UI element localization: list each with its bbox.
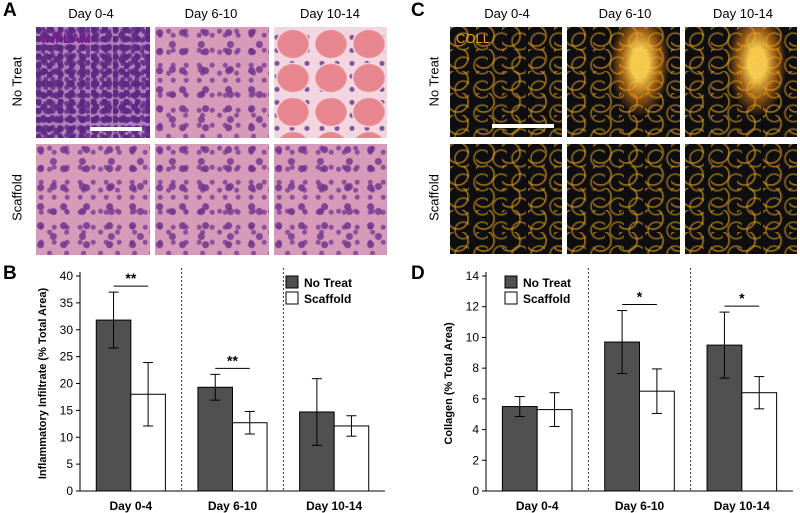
legend-label-no-treat: No Treat: [304, 276, 352, 290]
y-tick-label: 5: [66, 457, 73, 471]
y-axis-label: Inflammatory Infiltrate (% Total Area): [37, 288, 49, 480]
panel-a-column-day-0-4: Day 0-4: [68, 6, 114, 21]
y-tick-label: 14: [466, 269, 480, 283]
micrograph-inflam-no-treat-day-6-10: [155, 27, 269, 138]
y-tick-label: 25: [60, 350, 74, 364]
y-tick-label: 8: [472, 361, 479, 375]
panel-c-column-day-10-14: Day 10-14: [713, 6, 773, 21]
x-tick-label: Day 10-14: [714, 499, 770, 513]
y-tick-label: 12: [466, 300, 480, 314]
bar-no-treat: [197, 386, 233, 492]
micrograph-inflam-scaffold-day-0-4: [36, 144, 150, 255]
micrograph-coll-scaffold-day-6-10: [567, 144, 680, 254]
x-tick-label: Day 6-10: [615, 499, 665, 513]
scale-bar: [90, 127, 142, 131]
stain-label-inflam: INFLAM: [42, 31, 92, 46]
y-tick-label: 40: [60, 269, 74, 283]
y-tick-label: 20: [60, 377, 74, 391]
y-tick-label: 6: [472, 392, 479, 406]
micrograph-inflam-no-treat-day-10-14: [274, 27, 387, 138]
micrograph-inflam-scaffold-day-10-14: [274, 144, 387, 255]
panel-c-row-scaffold: Scaffold: [426, 174, 442, 221]
micrograph-coll-no-treat-day-10-14: [685, 27, 797, 137]
panel-a-column-day-6-10: Day 6-10: [184, 6, 238, 21]
y-tick-label: 15: [60, 403, 74, 417]
chart-inflammatory-infiltrate: Inflammatory Infiltrate (% Total Area) 0 5…: [37, 268, 385, 513]
significance-marker: *: [739, 290, 745, 306]
legend-swatch-no-treat: [285, 275, 299, 289]
micrograph-coll-no-treat-day-0-4: COLL: [450, 27, 562, 137]
significance-marker: **: [227, 352, 238, 368]
panel-letter-c: C: [411, 0, 425, 21]
x-tick-label: Day 0-4: [516, 499, 559, 513]
legend-label-no-treat: No Treat: [523, 276, 571, 290]
significance-marker: **: [125, 270, 136, 286]
y-tick-label: 10: [60, 430, 74, 444]
panel-c-column-day-0-4: Day 0-4: [484, 6, 530, 21]
panel-c-column-day-6-10: Day 6-10: [598, 6, 652, 21]
stain-label-coll: COLL: [456, 31, 490, 46]
micrograph-coll-scaffold-day-0-4: [450, 144, 562, 254]
panel-letter-a: A: [3, 0, 17, 21]
chart-collagen: Collagen (% Total Area) 0 2 4 6 8 10 12 14 Day 0-…: [443, 268, 793, 513]
x-tick-label: Day 10-14: [306, 499, 362, 513]
scale-bar: [492, 124, 554, 128]
x-tick-label: Day 6-10: [208, 499, 258, 513]
y-tick-label: 35: [60, 296, 74, 310]
y-tick-label: 30: [60, 323, 74, 337]
legend-label-scaffold: Scaffold: [523, 292, 570, 306]
y-tick-label: 2: [472, 453, 479, 467]
micrograph-inflam-no-treat-day-0-4: INFLAM: [36, 27, 150, 138]
y-tick-label: 0: [472, 484, 479, 498]
legend-swatch-scaffold: [285, 291, 299, 305]
y-tick-label: 0: [66, 484, 73, 498]
legend-label-scaffold: Scaffold: [304, 292, 351, 306]
micrograph-coll-no-treat-day-6-10: [567, 27, 680, 137]
panel-letter-d: D: [411, 263, 425, 284]
y-tick-label: 4: [472, 423, 479, 437]
x-tick-label: Day 0-4: [109, 499, 152, 513]
bar-no-treat: [501, 406, 538, 492]
panel-a-row-no-treat: No Treat: [9, 56, 25, 107]
micrograph-coll-scaffold-day-10-14: [685, 144, 797, 254]
panel-letter-b: B: [3, 263, 17, 284]
y-tick-label: 10: [466, 330, 480, 344]
panel-c-row-no-treat: No Treat: [426, 56, 442, 107]
y-axis-label: Collagen (% Total Area): [443, 322, 455, 445]
legend-swatch-scaffold: [504, 291, 518, 305]
significance-marker: *: [637, 289, 643, 305]
micrograph-inflam-scaffold-day-6-10: [155, 144, 269, 255]
panel-a-column-day-10-14: Day 10-14: [300, 6, 360, 21]
legend-swatch-no-treat: [504, 275, 518, 289]
panel-a-row-scaffold: Scaffold: [9, 174, 25, 221]
